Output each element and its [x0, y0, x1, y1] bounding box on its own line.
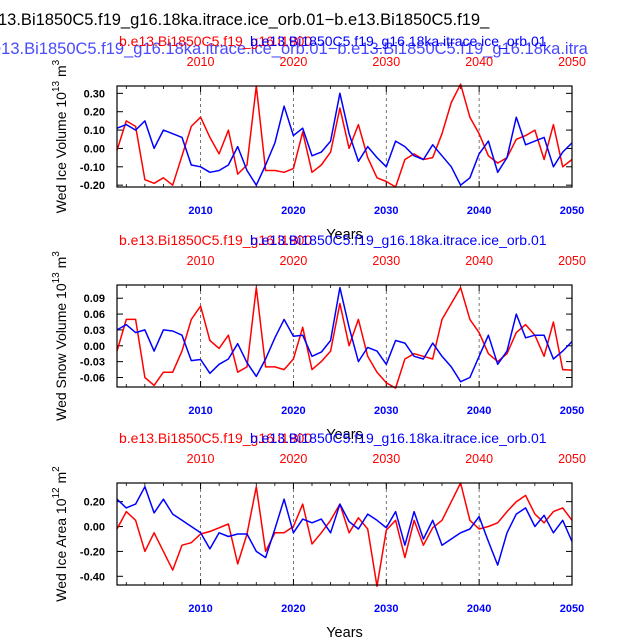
panel2-xlabel: Years: [326, 427, 363, 443]
panel1-frame: [116, 85, 573, 188]
panel2-ylabel-text: Wed Snow Volume 1013 m3: [51, 251, 69, 421]
panel2-frame: [116, 284, 573, 388]
panel3-ytick-label: 0.20: [84, 497, 105, 509]
panel3-bottom-xtick-label: 2030: [374, 603, 398, 615]
panel3-ylabel: Wed Ice Area 1012 m2: [51, 466, 69, 602]
figure-title-line1: 13.Bi1850C5.f19_g16.18ka.itrace.ice_orb.…: [0, 11, 490, 29]
panel1-ylabel-mid: m: [53, 65, 69, 81]
panel1-top-xtick-label: 2020: [280, 55, 308, 69]
panel3-bottom-xtick-label: 2040: [467, 603, 491, 615]
panel2-top-xtick-label: 2020: [280, 254, 308, 268]
panel3-ylabel-text: Wed Ice Area 1012 m2: [51, 466, 69, 602]
panel1-legend-blue: b.e13.Bi1850C5.f19_g16.18ka.itrace.ice_o…: [250, 33, 547, 49]
panel1-top-xtick-label: 2010: [187, 55, 215, 69]
panel3-top-xtick-label: 2010: [187, 452, 215, 466]
panel2-top-xtick-label: 2040: [465, 254, 493, 268]
panel2-ytick-label: -0.03: [80, 357, 105, 369]
panel2-top-xtick-label: 2010: [187, 254, 215, 268]
panel1-ytick-label: 0.30: [84, 88, 105, 100]
panel3-top-xtick-label: 2020: [280, 452, 308, 466]
panel2-ylabel-mid: m: [53, 257, 69, 273]
panel2-top-xtick-label: 2050: [558, 254, 586, 268]
panel1-ytick-label: 0.20: [84, 107, 105, 119]
panel2-bottom-xtick-label: 2010: [188, 405, 212, 417]
panel2-ylabel: Wed Snow Volume 1013 m3: [51, 251, 69, 421]
panel1-ylabel-main: Wed Ice Volume 10: [53, 92, 69, 213]
panel2-ytick-label: -0.06: [80, 372, 105, 384]
panel3-ylabel-main: Wed Ice Area 10: [53, 498, 69, 601]
panel2-ytick-label: 0.03: [84, 325, 105, 337]
panel1-bottom-xtick-label: 2050: [560, 205, 584, 217]
panel2-ylabel-exp1: 13: [51, 272, 62, 284]
panel1-top-xtick-label: 2030: [372, 55, 400, 69]
panel3-ytick-label: -0.40: [80, 571, 105, 583]
panel1-legend-red: b.e13.Bi1850C5.f19_g16.i1900: [119, 33, 312, 49]
panel3-xlabel: Years: [326, 625, 363, 637]
panel3-series-red-line: [116, 482, 573, 587]
panel1-ytick-label: 0.00: [84, 143, 105, 155]
panel2-top-xtick-label: 2030: [372, 254, 400, 268]
panel2-ytick-label: 0.09: [84, 293, 105, 305]
panel2-ylabel-exp2: 3: [51, 251, 62, 257]
panel3-legend-red: b.e13.Bi1850C5.f19_g16.i1900: [119, 430, 312, 446]
panel3-bottom-xtick-label: 2020: [281, 603, 305, 615]
panel3-ylabel-exp2: 2: [51, 466, 62, 472]
figure-title-line2: e13.Bi1850C5.f19_g16.18ka.itrace.ice_orb…: [0, 40, 589, 58]
panel2-bottom-xtick-label: 2050: [560, 405, 584, 417]
panel3-bottom-xtick-label: 2050: [560, 603, 584, 615]
panel1-ytick-label: -0.20: [80, 180, 105, 192]
panel3-ylabel-exp1: 12: [51, 487, 62, 499]
panel2-legend-blue: b.e13.Bi1850C5.f19_g16.18ka.itrace.ice_o…: [250, 232, 547, 248]
panel2-ytick-label: 0.06: [84, 309, 105, 321]
panel2-series-blue-line: [116, 286, 573, 383]
panel3-frame: [116, 482, 573, 586]
panel1-ylabel: Wed Ice Volume 1013 m3: [51, 59, 69, 213]
panel2-bottom-xtick-label: 2020: [281, 405, 305, 417]
panel1-bottom-xtick-label: 2020: [281, 205, 305, 217]
panel2-series-red-line: [116, 286, 573, 389]
panel2-ylabel-main: Wed Snow Volume 10: [53, 283, 69, 421]
panel1-ylabel-exp1: 13: [51, 80, 62, 92]
panel1-top-xtick-label: 2050: [558, 55, 586, 69]
panel3-ytick-label: 0.00: [84, 522, 105, 534]
panel1-bottom-xtick-label: 2010: [188, 205, 212, 217]
panel3-ytick-label: -0.20: [80, 546, 105, 558]
panel2-bottom-xtick-label: 2030: [374, 405, 398, 417]
panel1-ytick-label: 0.10: [84, 125, 105, 137]
panel1-ylabel-exp2: 3: [51, 59, 62, 65]
panel3-series-blue-line: [116, 485, 573, 566]
panel3-top-xtick-label: 2030: [372, 452, 400, 466]
panel3-bottom-xtick-label: 2010: [188, 603, 212, 615]
panel1-ytick-label: -0.10: [80, 162, 105, 174]
panel1-bottom-xtick-label: 2030: [374, 205, 398, 217]
panel2-bottom-xtick-label: 2040: [467, 405, 491, 417]
panel2-ytick-label: 0.00: [84, 341, 105, 353]
panel3-top-xtick-label: 2040: [465, 452, 493, 466]
panel1-top-xtick-label: 2040: [465, 55, 493, 69]
panel1-series-red-line: [116, 83, 573, 188]
panel1-bottom-xtick-label: 2040: [467, 205, 491, 217]
panel3-top-xtick-label: 2050: [558, 452, 586, 466]
panel3-ylabel-mid: m: [53, 472, 69, 488]
panel3-legend-blue: b.e13.Bi1850C5.f19_g16.18ka.itrace.ice_o…: [250, 430, 547, 446]
panel1-ylabel-text: Wed Ice Volume 1013 m3: [51, 59, 69, 213]
panel1-xlabel: Years: [326, 227, 363, 243]
panel1-series-blue-line: [116, 92, 573, 186]
panel2-legend-red: b.e13.Bi1850C5.f19_g16.i1900: [119, 232, 312, 248]
